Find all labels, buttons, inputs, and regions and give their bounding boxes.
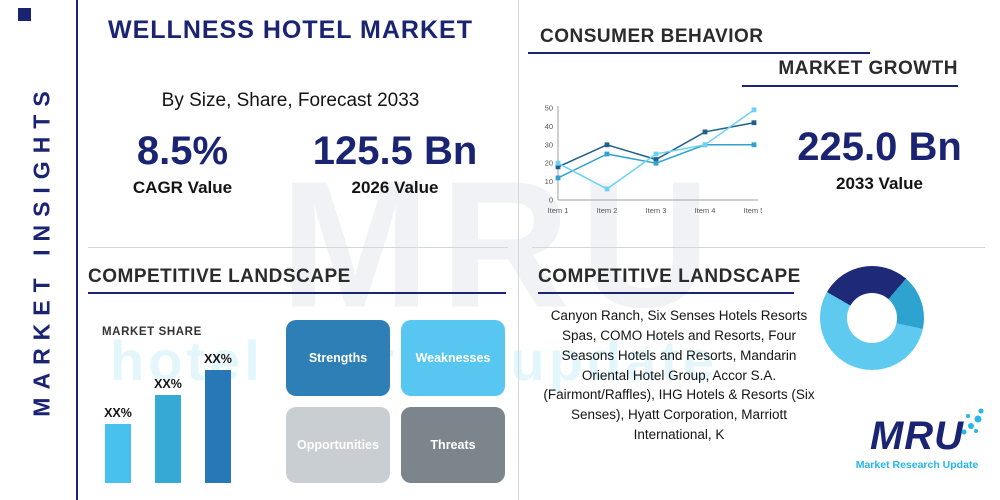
svg-text:Item 3: Item 3 [646,206,667,215]
bar-value-label: XX% [204,351,232,366]
mru-logo-letters: MRU [869,414,965,458]
market-share-bars: XX% XX% XX% [104,345,264,483]
donut-chart-hole [847,293,897,343]
mru-logo: MRU Market Research Update [842,408,992,471]
value-2026-stat: 125.5 Bn 2026 Value [300,130,490,198]
cagr-label: CAGR Value [132,178,233,197]
page-subtitle: By Size, Share, Forecast 2033 [161,90,420,111]
swot-opportunities: Opportunities [286,407,390,483]
mru-logo-subtitle: Market Research Update [855,459,979,471]
consumer-behavior-underline [528,52,870,54]
consumer-behavior-heading: CONSUMER BEHAVIOR [540,26,764,47]
bar-value-label: XX% [154,376,182,391]
swot-strengths: Strengths [286,320,390,396]
corner-square-decoration [18,8,31,21]
horizontal-divider-left [88,247,508,248]
vertical-divider [518,0,519,500]
market-share-bar [155,394,181,483]
cagr-value: 8.5% [136,129,229,173]
market-share-bar [105,423,131,483]
swot-weaknesses: Weaknesses [401,320,505,396]
competitive-landscape-left-underline [88,292,506,294]
companies-list: Canyon Ranch, Six Senses Hotels Resorts … [543,308,815,443]
svg-text:40: 40 [545,122,553,131]
competitive-landscape-right-heading: COMPETITIVE LANDSCAPE [538,266,801,287]
svg-text:20: 20 [545,159,553,168]
value-2026-label: 2026 Value [351,178,439,197]
bar-value-label: XX% [104,405,132,420]
svg-text:Item 4: Item 4 [695,206,716,215]
donut-chart [820,266,924,370]
svg-text:Item 2: Item 2 [597,206,618,215]
page-title: WELLNESS HOTEL MARKET [108,16,473,44]
svg-text:Item 5: Item 5 [744,206,762,215]
mru-logo-dots-icon [961,408,984,435]
value-2026: 125.5 Bn [312,129,478,173]
svg-text:Item 1: Item 1 [548,206,569,215]
market-growth-underline [742,85,958,87]
sidebar-vertical-title: MARKET INSIGHTS [28,83,55,417]
value-2033-label: 2033 Value [836,174,923,193]
market-share-bar [205,369,231,483]
market-share-bar-group: XX% [204,352,232,483]
market-growth-heading: MARKET GROWTH [778,58,958,79]
svg-text:50: 50 [545,104,553,113]
svg-text:0: 0 [549,196,553,205]
value-2033: 225.0 Bn [797,125,962,169]
growth-line-chart: 0 10 20 30 40 50 Item 1 Item 2 Item 3 Item 4 Item … [545,104,762,216]
swot-grid: Strengths Weaknesses Opportunities Threa… [286,320,505,483]
svg-text:10: 10 [545,177,553,186]
horizontal-divider-right [532,247,985,248]
watermark-logo-text: MRU [280,144,720,346]
competitive-landscape-left-heading: COMPETITIVE LANDSCAPE [88,266,351,287]
market-share-label: MARKET SHARE [102,326,202,338]
swot-threats: Threats [401,407,505,483]
mru-logo-text: MRU [869,408,984,458]
value-2033-stat: 225.0 Bn 2033 Value [772,126,987,194]
market-share-bar-group: XX% [154,377,182,483]
sidebar-divider-line [76,0,78,500]
market-share-bar-group: XX% [104,406,132,483]
svg-text:30: 30 [545,140,553,149]
competitive-landscape-right-underline [538,292,794,294]
cagr-stat: 8.5% CAGR Value [95,130,270,198]
